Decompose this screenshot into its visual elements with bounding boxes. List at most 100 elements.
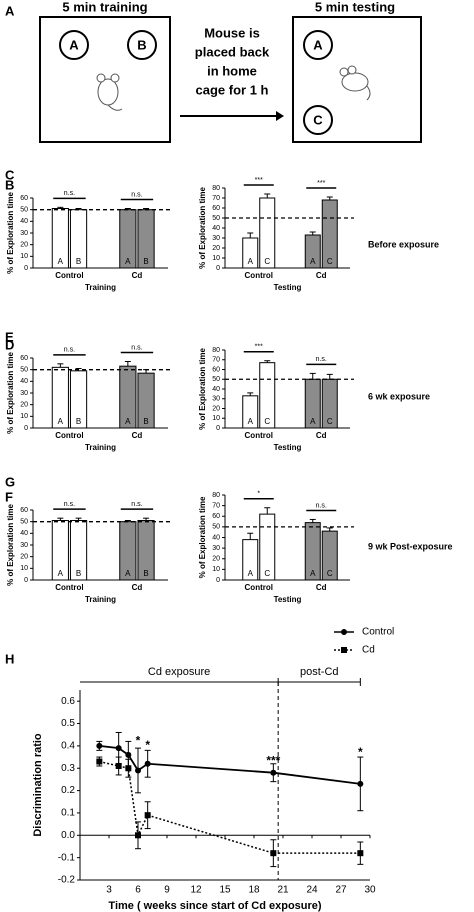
legend-marker <box>341 629 347 635</box>
y-tick-label: 80 <box>212 347 220 354</box>
point <box>135 832 141 839</box>
bar-label: A <box>125 257 131 266</box>
x-tick-label: 3 <box>106 885 112 896</box>
bar-label: A <box>58 417 64 426</box>
y-axis-title: % of Exploration time <box>198 348 207 430</box>
group-label: Cd <box>316 583 327 592</box>
x-tick-label: 12 <box>190 885 202 896</box>
bar-label: A <box>248 417 254 426</box>
bar-label: A <box>310 417 316 426</box>
y-tick-label: 20 <box>212 245 220 252</box>
y-tick-label: 10 <box>20 565 28 572</box>
point <box>125 765 132 772</box>
y-tick-label: -0.2 <box>58 875 76 886</box>
point <box>144 812 151 819</box>
y-tick-label: 0 <box>24 577 28 584</box>
x-tick-label: 30 <box>364 885 376 896</box>
bar-label: C <box>327 569 333 578</box>
bar-label: A <box>248 257 254 266</box>
significance: n.s. <box>64 501 75 508</box>
row-label: Before exposure <box>368 239 439 249</box>
x-tick-label: 27 <box>335 885 347 896</box>
annotation: * <box>145 738 150 752</box>
y-tick-label: 30 <box>212 396 220 403</box>
significance: n.s. <box>131 191 142 198</box>
y-tick-label: 20 <box>20 242 28 249</box>
y-axis-title: % of Exploration time <box>6 352 15 434</box>
y-tick-label: 50 <box>212 376 220 383</box>
significance: n.s. <box>316 502 327 509</box>
group-label: Cd <box>132 431 143 440</box>
group-label: Control <box>55 431 83 440</box>
y-tick-label: 80 <box>212 492 220 499</box>
bar-label: B <box>76 569 81 578</box>
y-tick-label: 0.2 <box>61 785 75 796</box>
group-label: Control <box>245 583 273 592</box>
point <box>96 742 103 749</box>
significance: n.s. <box>64 347 75 354</box>
legend-label: Control <box>362 627 394 638</box>
y-tick-label: 60 <box>20 507 28 514</box>
point <box>357 780 364 787</box>
x-axis-title: Training <box>85 443 116 452</box>
y-tick-label: 70 <box>212 502 220 509</box>
x-tick-label: 24 <box>306 885 318 896</box>
y-tick-label: 30 <box>212 545 220 552</box>
point <box>96 758 103 765</box>
group-label: Cd <box>132 583 143 592</box>
panel-label: E <box>5 329 14 344</box>
middle-text: in home <box>207 63 257 78</box>
bar-label: C <box>327 417 333 426</box>
y-axis-title: % of Exploration time <box>198 187 207 269</box>
y-tick-label: 50 <box>20 207 28 214</box>
group-label: Cd <box>316 431 327 440</box>
x-tick-label: 9 <box>164 885 170 896</box>
point <box>115 763 122 769</box>
y-tick-label: 0.3 <box>61 763 75 774</box>
y-axis-title: % of Exploration time <box>6 504 15 586</box>
y-tick-label: 60 <box>212 205 220 212</box>
bar-label: A <box>125 569 131 578</box>
x-tick-label: 6 <box>135 885 141 896</box>
y-tick-label: 0 <box>216 425 220 432</box>
phase-label: Cd exposure <box>148 666 210 678</box>
middle-text: placed back <box>195 44 270 59</box>
bar-label: B <box>143 257 148 266</box>
y-tick-label: 10 <box>212 415 220 422</box>
mouse-icon <box>96 73 123 111</box>
y-tick-label: 10 <box>212 566 220 573</box>
significance: n.s. <box>316 356 327 363</box>
x-tick-label: 15 <box>219 885 231 896</box>
point <box>115 745 122 752</box>
y-tick-label: 0 <box>24 265 28 272</box>
object <box>59 30 89 60</box>
group-label: Control <box>245 431 273 440</box>
y-tick-label: 0.1 <box>61 808 75 819</box>
significance: n.s. <box>131 501 142 508</box>
panel-a: A 5 min training A B Mouse is placed bac… <box>5 0 422 143</box>
y-tick-label: 20 <box>212 556 220 563</box>
x-tick-label: 18 <box>248 885 260 896</box>
panel-label: C <box>5 167 15 182</box>
y-tick-label: 0.6 <box>61 696 75 707</box>
row-label: 6 wk exposure <box>368 391 430 401</box>
y-tick-label: 50 <box>20 367 28 374</box>
annotation: * <box>136 734 141 748</box>
y-axis-title: Discrimination ratio <box>32 733 44 837</box>
bar-label: A <box>310 257 316 266</box>
y-tick-label: 30 <box>212 235 220 242</box>
y-tick-label: 30 <box>20 542 28 549</box>
y-tick-label: -0.1 <box>58 852 76 863</box>
y-tick-label: 80 <box>212 185 220 192</box>
y-tick-label: 50 <box>20 519 28 526</box>
x-axis-title: Testing <box>274 283 302 292</box>
panel-label: G <box>5 474 15 489</box>
y-tick-label: 0 <box>216 265 220 272</box>
point <box>144 760 151 767</box>
mouse-icon <box>339 65 371 101</box>
y-tick-label: 60 <box>212 366 220 373</box>
x-axis-title: Training <box>85 595 116 604</box>
y-tick-label: 70 <box>212 195 220 202</box>
object-label: B <box>137 37 146 52</box>
